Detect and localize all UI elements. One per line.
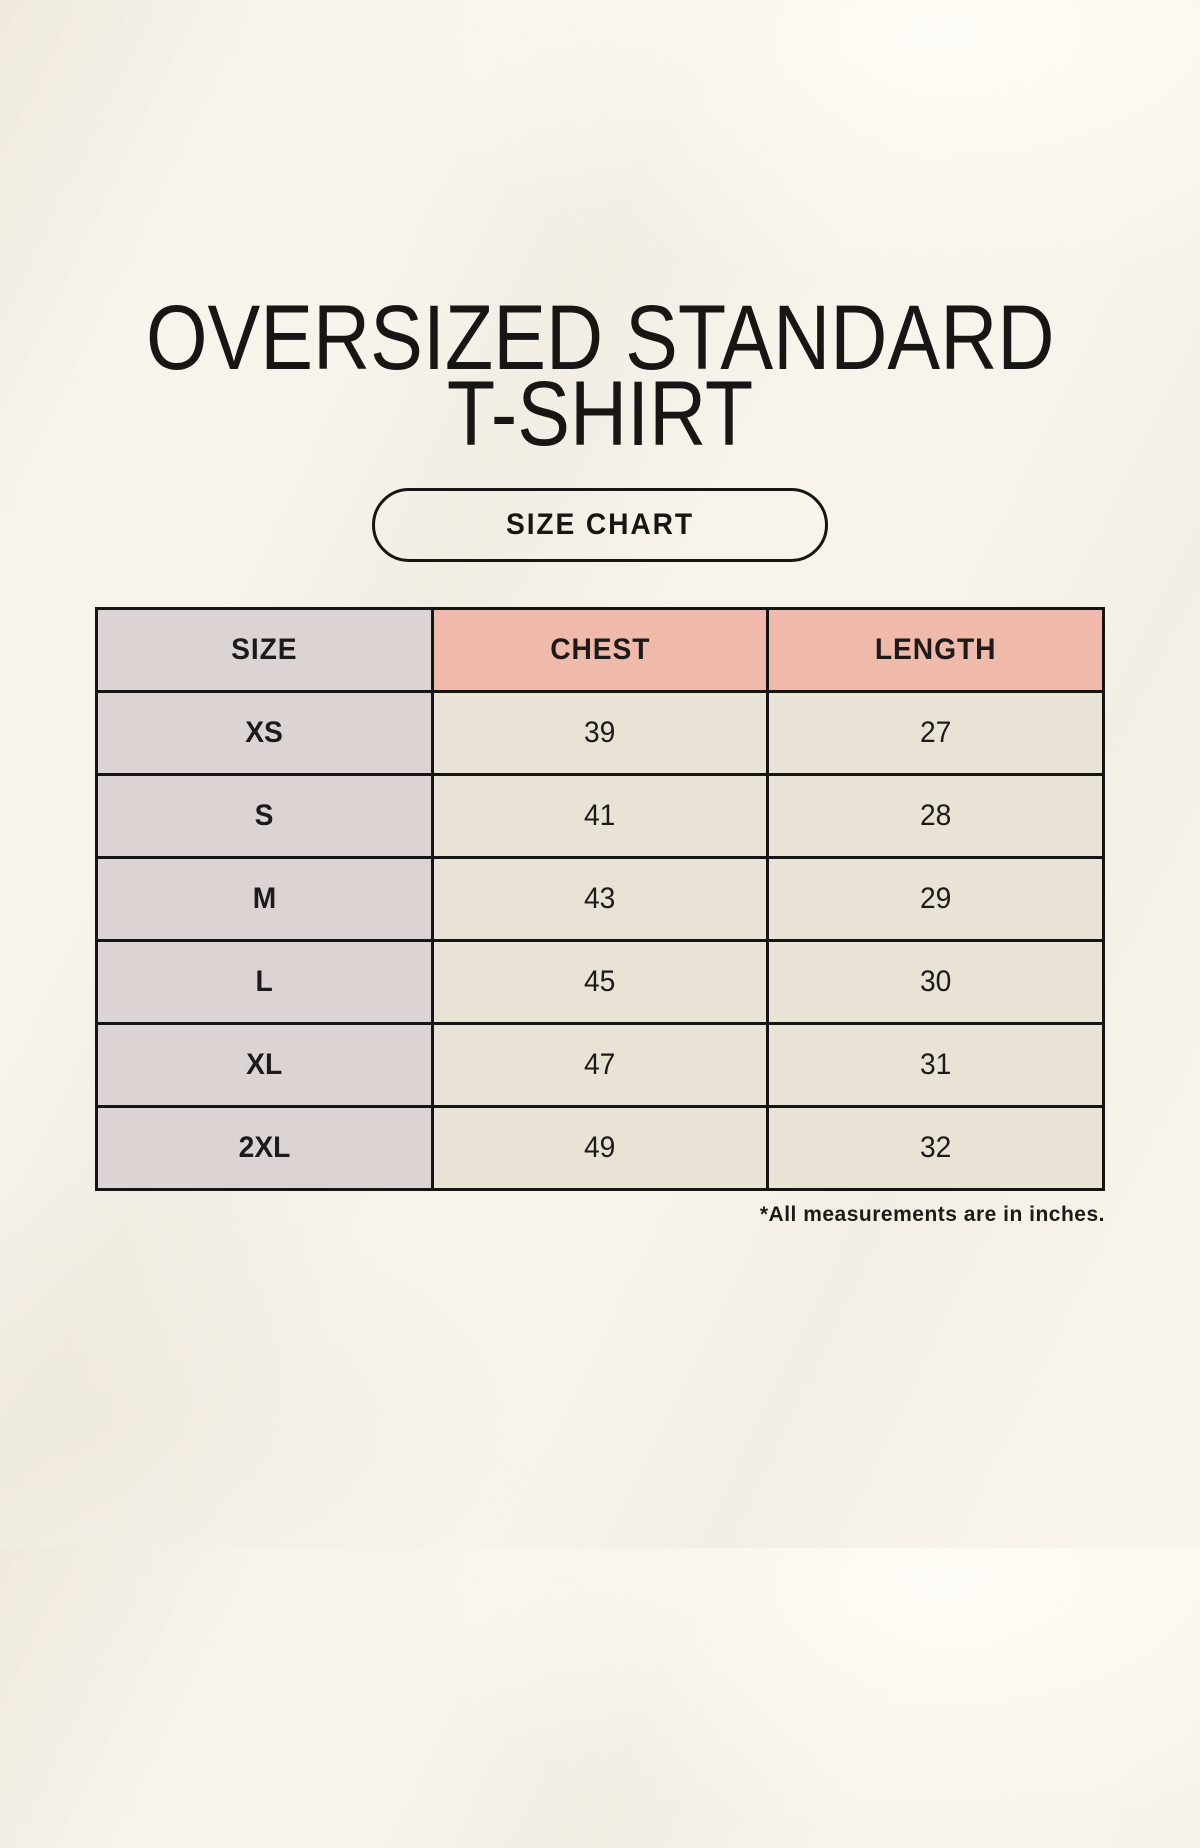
table-row: 2XL 49 32 — [95, 1105, 1105, 1191]
size-chart-table-container: SIZE CHEST LENGTH XS 39 27 S 41 28 M 43 … — [95, 607, 1105, 1191]
chest-cell: 47 — [430, 1022, 770, 1108]
header-length: LENGTH — [766, 607, 1105, 693]
length-cell: 30 — [766, 939, 1105, 1025]
size-cell: 2XL — [95, 1105, 434, 1191]
chest-cell: 39 — [430, 690, 770, 776]
table-row: S 41 28 — [95, 773, 1105, 859]
size-chart-badge-label: SIZE CHART — [506, 508, 694, 541]
length-cell: 32 — [766, 1105, 1105, 1191]
chest-cell: 41 — [430, 773, 770, 859]
length-cell: 31 — [766, 1022, 1105, 1108]
header-chest: CHEST — [430, 607, 770, 693]
size-cell: L — [95, 939, 434, 1025]
table-header-row: SIZE CHEST LENGTH — [95, 607, 1105, 693]
chest-cell: 45 — [430, 939, 770, 1025]
page-title-line1: OVERSIZED STANDARD — [145, 287, 1055, 389]
table-row: XL 47 31 — [95, 1022, 1105, 1108]
page-title-line2: T-SHIRT — [446, 363, 754, 465]
measurements-footnote: *All measurements are in inches. — [759, 1203, 1105, 1226]
length-cell: 27 — [766, 690, 1105, 776]
table-row: XS 39 27 — [95, 690, 1105, 776]
chest-cell: 49 — [430, 1105, 770, 1191]
page-title: OVERSIZED STANDARD T-SHIRT — [0, 287, 1200, 465]
table-row: L 45 30 — [95, 939, 1105, 1025]
size-cell: XS — [95, 690, 434, 776]
size-chart-table: SIZE CHEST LENGTH XS 39 27 S 41 28 M 43 … — [95, 607, 1105, 1191]
size-chart-badge: SIZE CHART — [372, 488, 828, 562]
size-cell: M — [95, 856, 434, 942]
size-cell: S — [95, 773, 434, 859]
size-cell: XL — [95, 1022, 434, 1108]
length-cell: 28 — [766, 773, 1105, 859]
length-cell: 29 — [766, 856, 1105, 942]
header-size: SIZE — [95, 607, 434, 693]
chest-cell: 43 — [430, 856, 770, 942]
table-row: M 43 29 — [95, 856, 1105, 942]
